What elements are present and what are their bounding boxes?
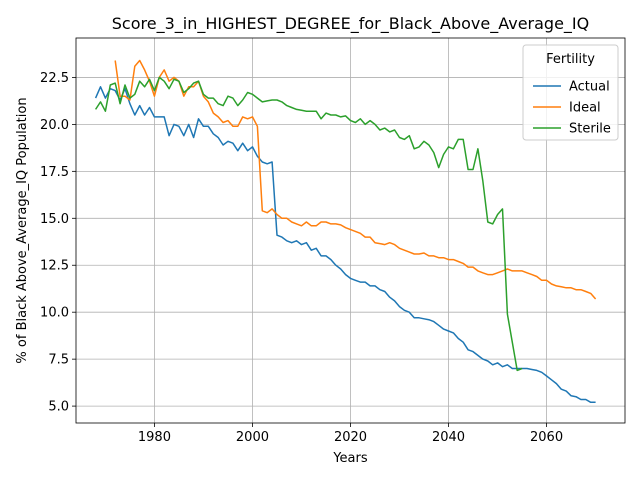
y-tick-label: 10.0 (40, 306, 69, 321)
legend-items: Actual Ideal Sterile (533, 80, 611, 137)
chart-title: Score_3_in_HIGHEST_DEGREE_for_Black_Abov… (112, 14, 589, 34)
y-tick-label: 22.5 (40, 71, 69, 86)
series-lines (94, 59, 597, 404)
ticks: 1980 2000 2020 2040 2060 5.0 7.5 10.0 12.5 15.0 17… (40, 71, 563, 445)
y-tick-label: 7.5 (48, 353, 69, 368)
x-axis-label: Years (332, 451, 368, 466)
legend-label-ideal: Ideal (569, 101, 601, 116)
series-line-actual (94, 86, 596, 404)
grid (76, 38, 625, 423)
y-tick-label: 12.5 (40, 259, 69, 274)
y-tick-label: 20.0 (40, 118, 69, 133)
legend: Fertility Actual Ideal Sterile (522, 44, 619, 141)
x-tick-label: 2020 (334, 430, 367, 445)
x-tick-label: 2060 (530, 430, 563, 445)
x-tick-label: 1980 (138, 430, 171, 445)
x-tick-label: 2000 (236, 430, 269, 445)
y-tick-label: 5.0 (48, 400, 69, 415)
y-tick-label: 15.0 (40, 212, 69, 227)
legend-label-sterile: Sterile (569, 122, 611, 137)
legend-title: Fertility (546, 52, 595, 67)
y-tick-label: 17.5 (40, 165, 69, 180)
series-line-sterile (94, 76, 523, 372)
legend-label-actual: Actual (569, 80, 610, 95)
legend-box (522, 44, 619, 141)
x-tick-label: 2040 (432, 430, 465, 445)
series-line-ideal (114, 59, 597, 300)
y-axis-label: % of Black Above_Average_IQ Population (15, 97, 30, 363)
